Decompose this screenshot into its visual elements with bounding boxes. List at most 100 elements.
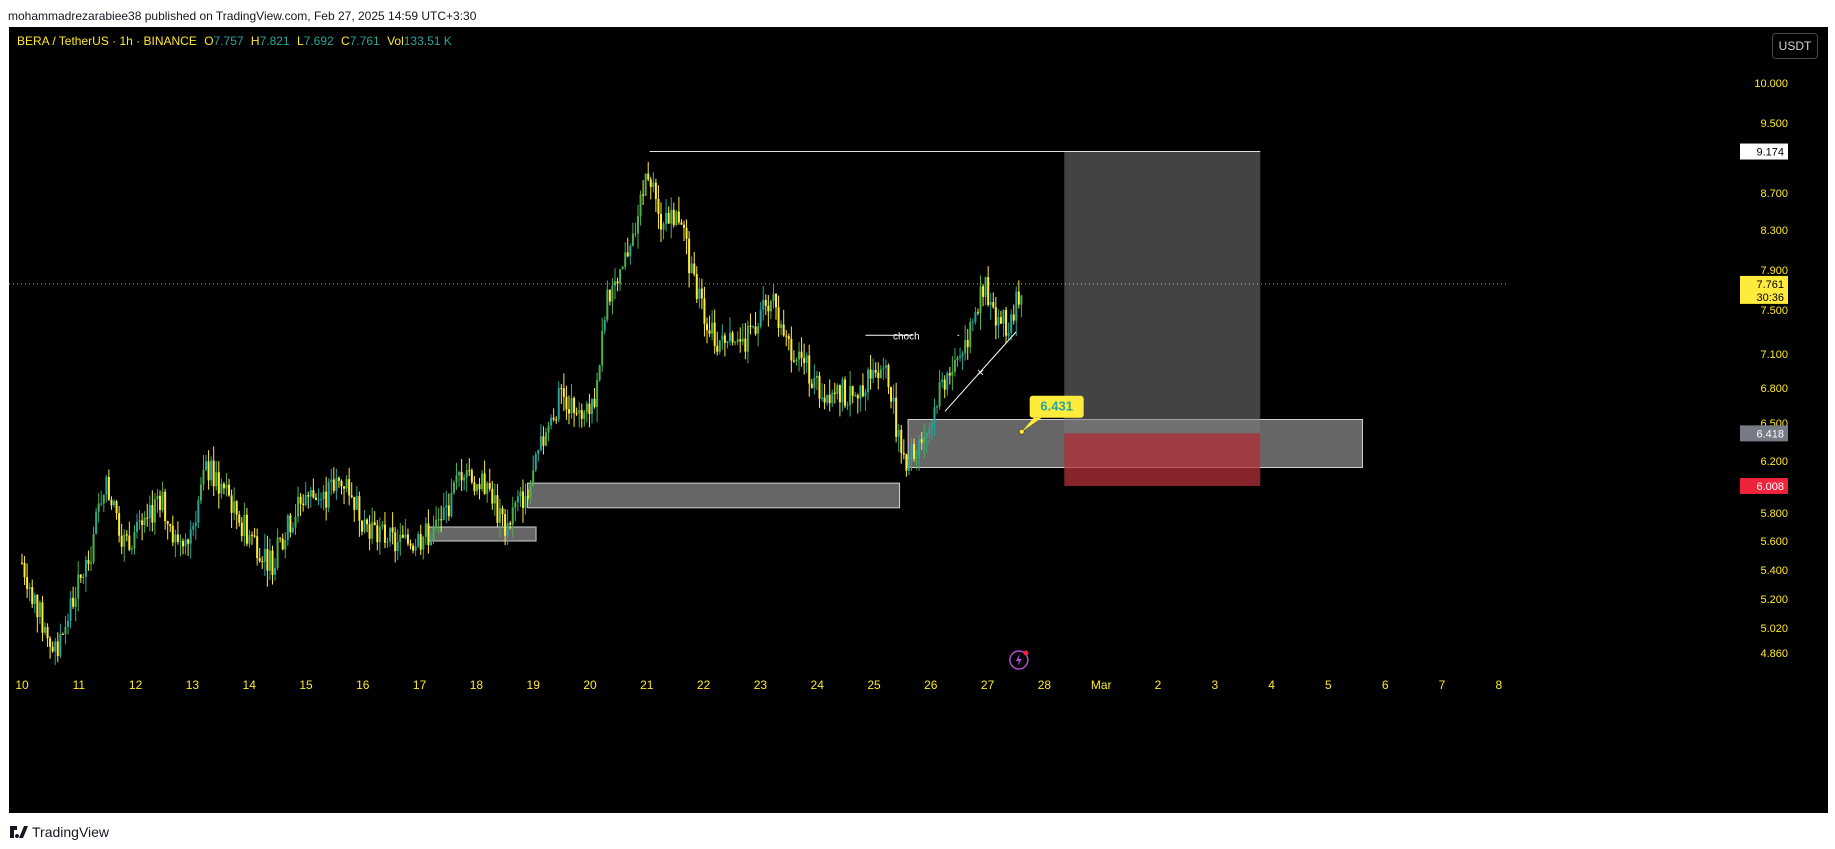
candle-body [606, 289, 609, 320]
target-price-tag: 9.174 [1756, 147, 1784, 159]
candle-body [818, 375, 821, 399]
candle-body [31, 587, 34, 604]
candle-body [693, 263, 696, 275]
candle-body [317, 499, 320, 501]
legend-close-label: C [341, 34, 350, 48]
candle-body [859, 385, 862, 399]
candle-body [406, 534, 409, 544]
candle-body [1017, 291, 1020, 305]
candle-body [125, 534, 128, 536]
candle-body [703, 298, 706, 324]
time-axis-label: 7 [1439, 678, 1446, 692]
candle-body [194, 522, 197, 526]
candle-body [511, 507, 514, 525]
last-price-tag-bg [1740, 275, 1788, 304]
candle-body [263, 548, 266, 562]
candle-body [465, 470, 468, 478]
candle-body [1015, 291, 1018, 321]
time-axis-label: 11 [73, 678, 86, 692]
candle-body [509, 523, 512, 525]
candle-body [419, 534, 422, 550]
candle-body [706, 323, 709, 331]
candle-body [869, 369, 872, 379]
time-axis-label: 3 [1211, 678, 1218, 692]
candle-body [547, 425, 550, 433]
candle-body [744, 338, 747, 352]
candle-body [989, 302, 992, 305]
candle-body [585, 403, 588, 413]
brand-name: TradingView [32, 824, 110, 840]
candle-body [601, 330, 604, 366]
time-axis-label: 15 [299, 678, 313, 692]
candle-body [82, 576, 85, 578]
candle-body [148, 505, 151, 519]
candle-body [529, 486, 532, 497]
candle-body [77, 574, 80, 599]
candle-body [665, 212, 668, 225]
price-chart[interactable]: choch × 6.431 10.000 9.500 8.700 8.300 7.900 7.5… [9, 27, 1828, 813]
candle-body [450, 492, 453, 517]
tradingview-branding[interactable]: TradingView [10, 822, 109, 842]
candle-body [79, 574, 82, 578]
candle-body [657, 199, 660, 215]
candle-body [729, 332, 732, 342]
time-axis-label: 6 [1382, 678, 1389, 692]
time-axis-label: 26 [924, 678, 938, 692]
candle-body [872, 370, 875, 379]
candle-body [51, 646, 54, 652]
candle-body [685, 227, 688, 239]
candle-body [624, 252, 627, 267]
candle-body [340, 480, 343, 487]
candle-body [284, 539, 287, 550]
time-axis-label: 17 [413, 678, 427, 692]
candle-body [971, 321, 974, 323]
candle-body [327, 481, 330, 508]
stop-price-tag: 6.008 [1756, 481, 1784, 493]
candle-body [923, 436, 926, 443]
candle-body [460, 472, 463, 481]
candle-body [113, 501, 116, 506]
candle-body [483, 473, 486, 494]
candle-body [49, 638, 52, 647]
candle-body [560, 388, 563, 390]
currency-button[interactable]: USDT [1772, 33, 1818, 59]
candle-body [920, 439, 923, 443]
candle-body [240, 522, 243, 537]
candle-body [688, 238, 691, 274]
candle-body [44, 626, 47, 633]
candle-body [23, 563, 26, 578]
candle-body [120, 535, 123, 547]
candle-body [974, 312, 977, 322]
candle-body [698, 288, 701, 299]
price-axis-label: 5.020 [1760, 623, 1788, 635]
candle-body [670, 209, 673, 224]
candle-body [261, 561, 264, 563]
candle-body [184, 539, 187, 547]
candle-body [644, 173, 647, 196]
candle-body [542, 436, 545, 446]
candle-body [343, 486, 346, 489]
candle-body [787, 336, 790, 340]
candle-body [895, 397, 898, 437]
chart-pane[interactable]: choch × 6.431 10.000 9.500 8.700 8.300 7.900 7.5… [9, 27, 1828, 813]
candle-body [87, 559, 90, 564]
candle-body [984, 277, 987, 297]
callout-box [1029, 395, 1084, 418]
candle-body [401, 534, 404, 538]
candle-body [447, 505, 450, 517]
legend-low-label: L [296, 34, 304, 48]
candle-body [429, 540, 432, 545]
candle-body [348, 479, 351, 496]
candle-body [432, 525, 435, 541]
legend-symbol[interactable]: BERA / TetherUS · 1h · BINANCE [17, 34, 197, 48]
candle-body [938, 382, 941, 407]
candle-body [946, 373, 949, 390]
price-axis-label: 5.800 [1760, 508, 1788, 520]
candle-body [1007, 332, 1010, 336]
lightning-icon [1009, 650, 1029, 670]
candle-body [54, 641, 57, 652]
candle-body [468, 470, 471, 472]
candle-body [210, 460, 213, 481]
candle-body [268, 550, 271, 571]
candle-body [176, 534, 179, 542]
